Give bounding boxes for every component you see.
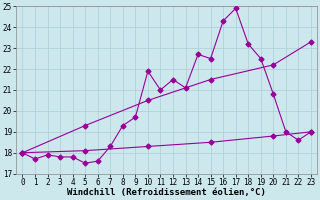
X-axis label: Windchill (Refroidissement éolien,°C): Windchill (Refroidissement éolien,°C)	[67, 188, 266, 197]
